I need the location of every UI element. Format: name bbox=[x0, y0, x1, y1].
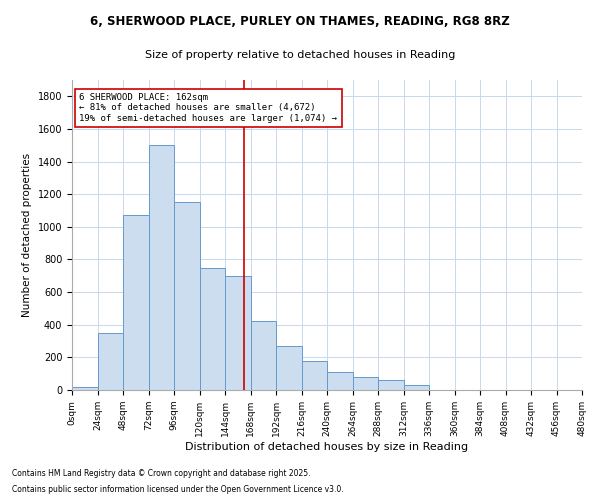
Text: Contains public sector information licensed under the Open Government Licence v3: Contains public sector information licen… bbox=[12, 485, 344, 494]
Text: Size of property relative to detached houses in Reading: Size of property relative to detached ho… bbox=[145, 50, 455, 60]
Bar bbox=[353, 377, 378, 390]
Bar bbox=[327, 372, 353, 390]
Bar bbox=[404, 385, 429, 390]
Bar bbox=[97, 333, 123, 390]
Bar bbox=[199, 268, 225, 390]
Bar bbox=[72, 386, 97, 390]
Bar bbox=[276, 346, 302, 390]
Text: 6, SHERWOOD PLACE, PURLEY ON THAMES, READING, RG8 8RZ: 6, SHERWOOD PLACE, PURLEY ON THAMES, REA… bbox=[90, 15, 510, 28]
X-axis label: Distribution of detached houses by size in Reading: Distribution of detached houses by size … bbox=[185, 442, 469, 452]
Bar bbox=[302, 362, 327, 390]
Bar bbox=[225, 276, 251, 390]
Bar bbox=[174, 202, 199, 390]
Text: 6 SHERWOOD PLACE: 162sqm
← 81% of detached houses are smaller (4,672)
19% of sem: 6 SHERWOOD PLACE: 162sqm ← 81% of detach… bbox=[79, 93, 337, 123]
Bar bbox=[251, 322, 276, 390]
Bar bbox=[378, 380, 404, 390]
Bar bbox=[149, 146, 174, 390]
Bar bbox=[123, 214, 149, 390]
Y-axis label: Number of detached properties: Number of detached properties bbox=[22, 153, 32, 317]
Text: Contains HM Land Registry data © Crown copyright and database right 2025.: Contains HM Land Registry data © Crown c… bbox=[12, 468, 311, 477]
